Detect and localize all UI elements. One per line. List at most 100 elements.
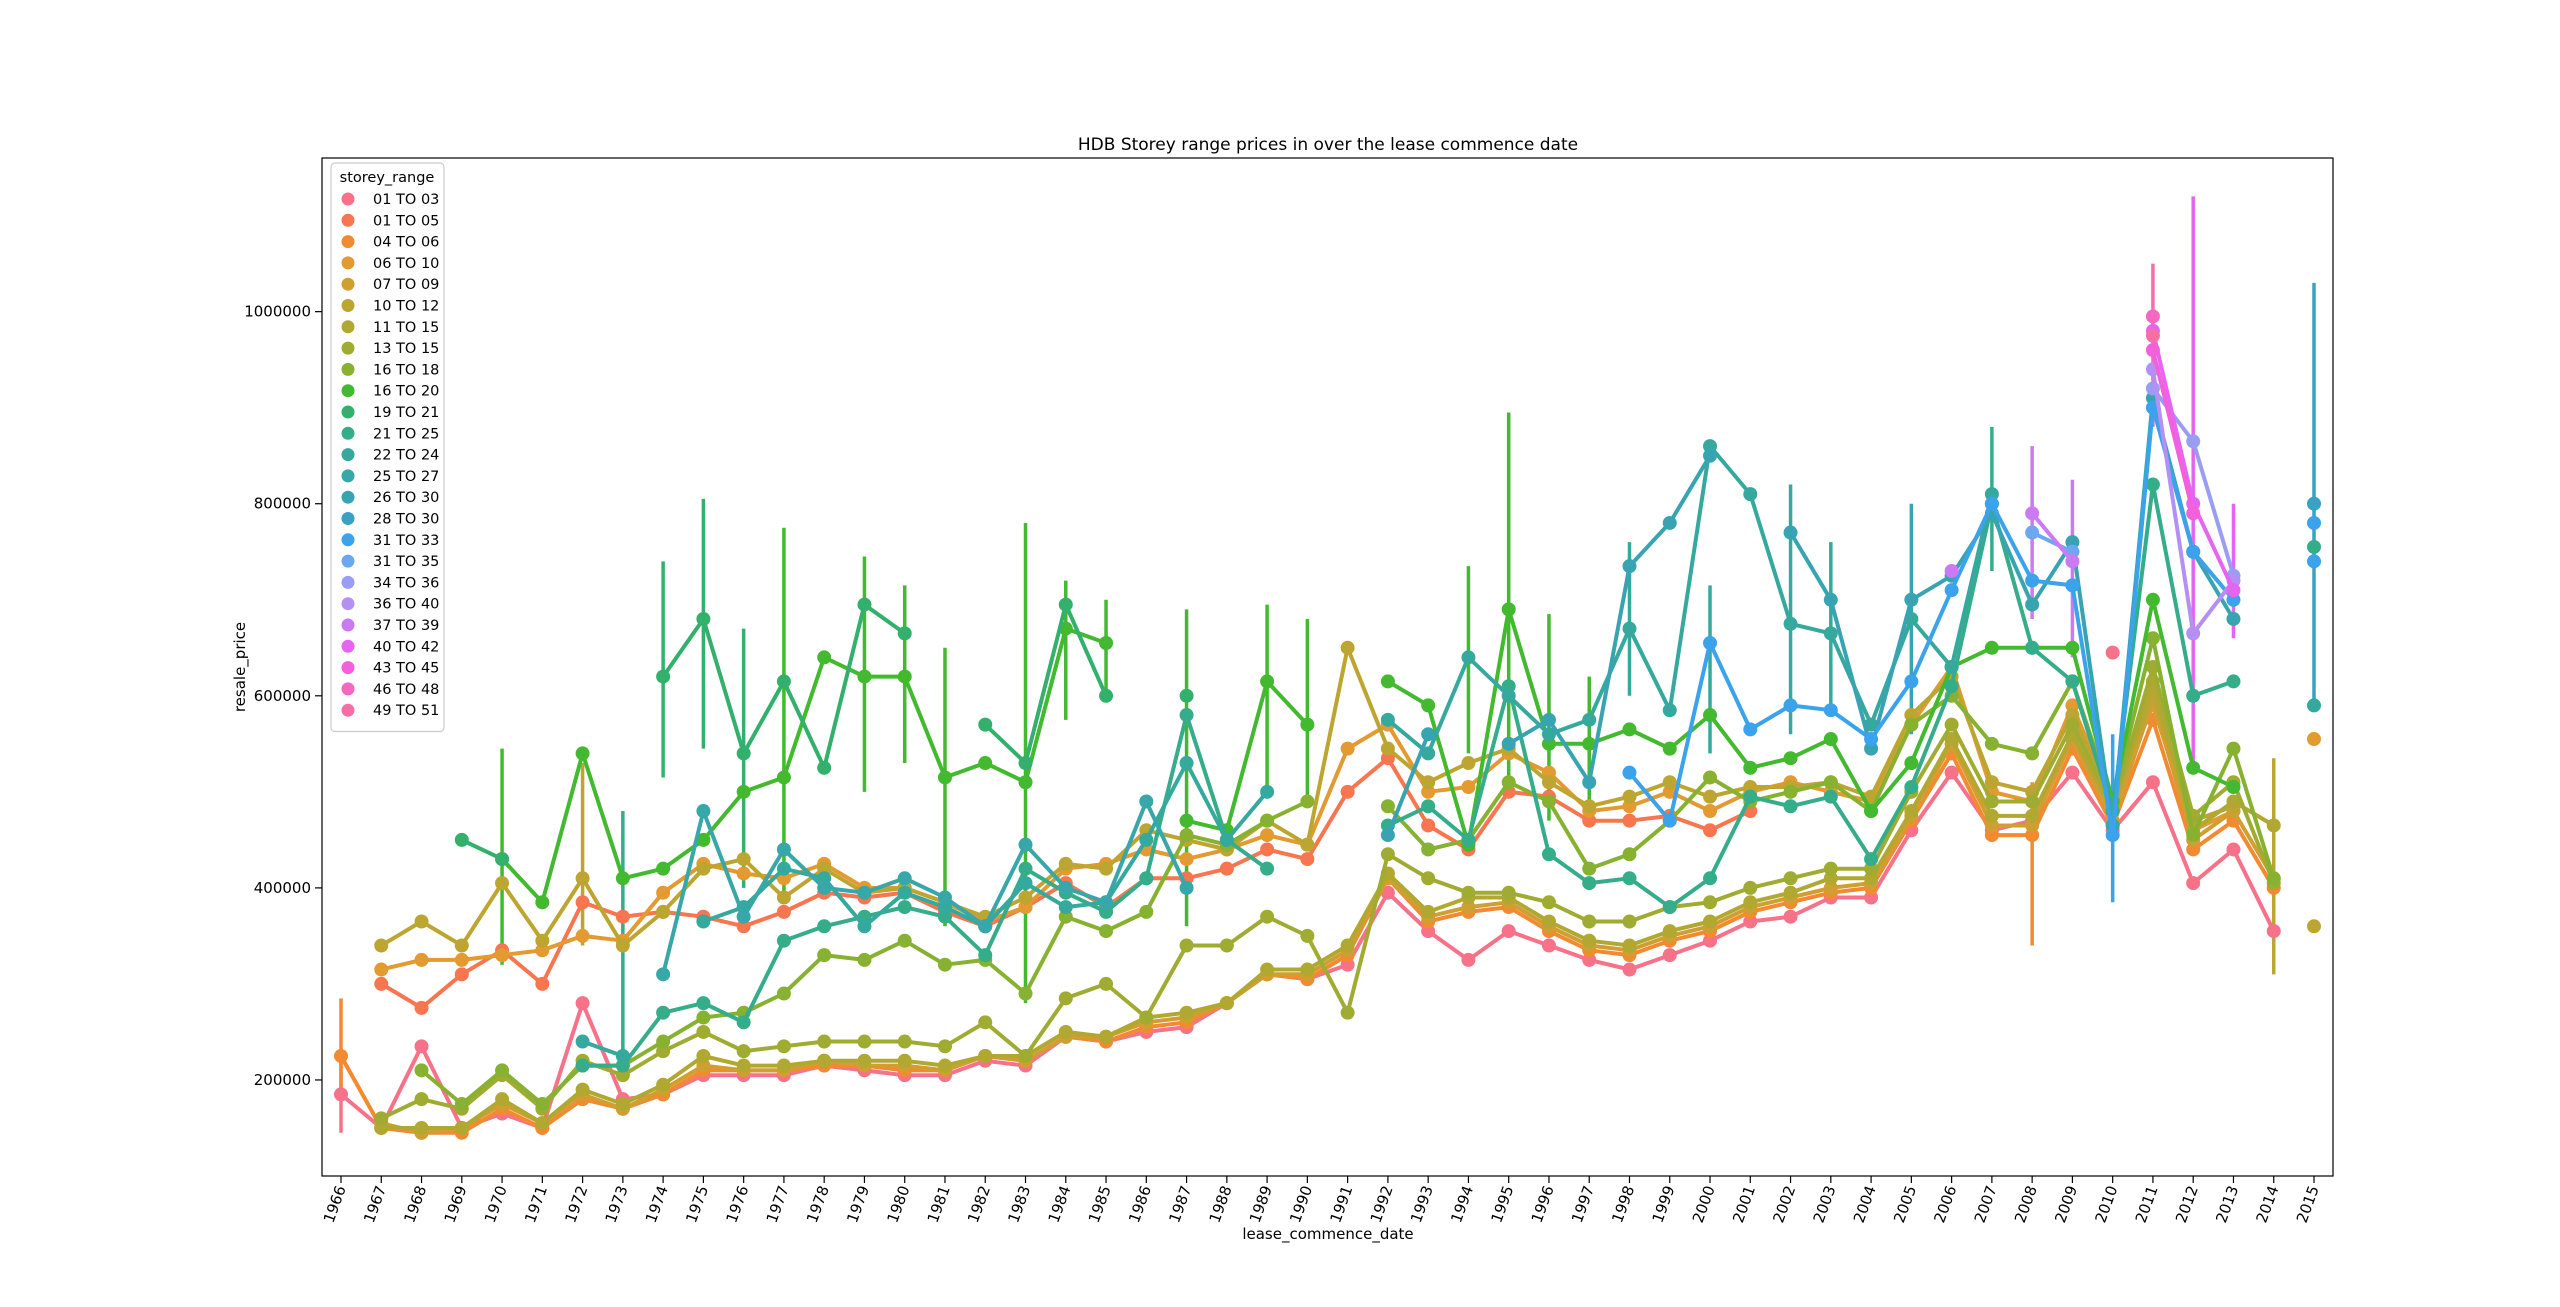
series-line-20-1 [2030,512,2074,563]
point-0-0 [334,1087,348,1102]
point-1-24 [1300,852,1315,867]
point-0-34 [1703,933,1718,948]
legend-label-6: 11 TO 15 [373,320,439,336]
point-13-19 [1099,895,1114,910]
x-tick-label-37: 2003 [1810,1183,1840,1225]
point-5-35 [1743,780,1758,795]
point-5-18 [1058,856,1073,871]
point-1-22 [1219,861,1234,876]
point-0-36 [1783,909,1798,924]
point-7-16 [978,1015,993,1030]
point-1-34 [1703,823,1718,838]
point-4-37 [1823,880,1838,895]
series-line-9-2 [1386,597,2235,847]
point-14-27 [1421,727,1436,742]
point-8-17 [1018,986,1033,1001]
point-7-40 [1944,717,1959,732]
point-8-18 [1058,909,1073,924]
point-6-14 [897,1053,912,1068]
point-14-39 [1904,592,1919,607]
series-6 [374,674,2281,1135]
point-21-47 [2226,583,2241,598]
point-8-37 [1823,775,1838,790]
point-6-5 [535,1116,550,1131]
legend-title: storey_range [340,170,435,186]
x-axis-label: lease_commence_date [1242,1225,1413,1244]
point-3-10 [736,866,751,881]
point-14-33 [1662,515,1677,530]
point-6-23 [1260,962,1275,977]
legend-label-2: 04 TO 06 [373,235,439,251]
point-3-30 [1541,765,1556,780]
point-8-23 [1260,813,1275,828]
x-tick-label-41: 2007 [1971,1183,2001,1225]
point-3-43 [2065,698,2080,713]
point-16-37 [1823,703,1838,718]
point-1-2 [414,1000,429,1015]
point-0-32 [1622,962,1637,977]
point-11-35 [1743,789,1758,804]
point-1-7 [615,909,630,924]
legend-item-15: 28 TO 30 [341,512,439,528]
legend-item-9: 16 TO 20 [341,384,439,400]
point-8-20 [1139,904,1154,919]
x-tick-label-6: 1972 [561,1183,591,1225]
point-9-21 [1179,813,1194,828]
point-11-30 [1541,847,1556,862]
point-10-10 [736,746,751,761]
legend-marker-0 [341,192,355,206]
point-13-13 [857,885,872,900]
point-5-2 [414,914,429,929]
point-7-41 [1984,794,1999,809]
point-8-13 [857,952,872,967]
point-20-43 [2065,554,2080,569]
point-7-20 [1139,1010,1154,1025]
x-tick-label-22: 1988 [1206,1183,1236,1225]
point-6-24 [1300,962,1315,977]
x-tick-label-18: 1984 [1045,1183,1075,1225]
point-20-40 [1944,563,1959,578]
point-12-28 [1461,650,1476,665]
series-20 [1944,506,2080,578]
point-6-1 [374,1120,389,1135]
legend-label-10: 19 TO 21 [373,405,439,421]
x-tick-label-13: 1979 [843,1183,873,1225]
x-tick-label-14: 1980 [883,1183,913,1225]
point-9-31 [1582,736,1597,751]
point-11-28 [1461,832,1476,847]
point-9-46 [2186,760,2201,775]
point-8-32 [1622,847,1637,862]
legend-marker-10 [341,405,355,419]
legend-label-8: 16 TO 18 [373,362,439,378]
point-10-4 [495,852,510,867]
point-11-37 [1823,789,1838,804]
point-13-14 [897,871,912,886]
point-6-11 [776,1058,791,1073]
point-13-18 [1058,880,1073,895]
point-8-39 [1904,717,1919,732]
point-10-11 [776,674,791,689]
point-6-48 [2266,818,2281,833]
legend-item-5: 10 TO 12 [341,299,439,315]
point-13-11 [776,842,791,857]
point-0-40 [1944,765,1959,780]
point-3-21 [1179,852,1194,867]
point-16-46 [2186,544,2201,559]
point-6-2 [414,1120,429,1135]
point-14-38 [1864,741,1879,756]
point-10-8 [656,669,671,684]
point-1-32 [1622,813,1637,828]
point-6-33 [1662,924,1677,939]
point-8-42 [2025,746,2040,761]
legend-label-4: 07 TO 09 [373,277,439,293]
y-tick-label-4: 1000000 [244,303,311,321]
point-9-14 [897,669,912,684]
x-tick-label-7: 1973 [602,1183,632,1225]
point-7-7 [615,1068,630,1083]
point-8-47 [2226,741,2241,756]
extra-point-2 [2307,554,2321,569]
point-11-47 [2226,674,2241,689]
point-6-8 [656,1077,671,1092]
series-10 [454,597,1194,867]
point-20-42 [2025,506,2040,521]
